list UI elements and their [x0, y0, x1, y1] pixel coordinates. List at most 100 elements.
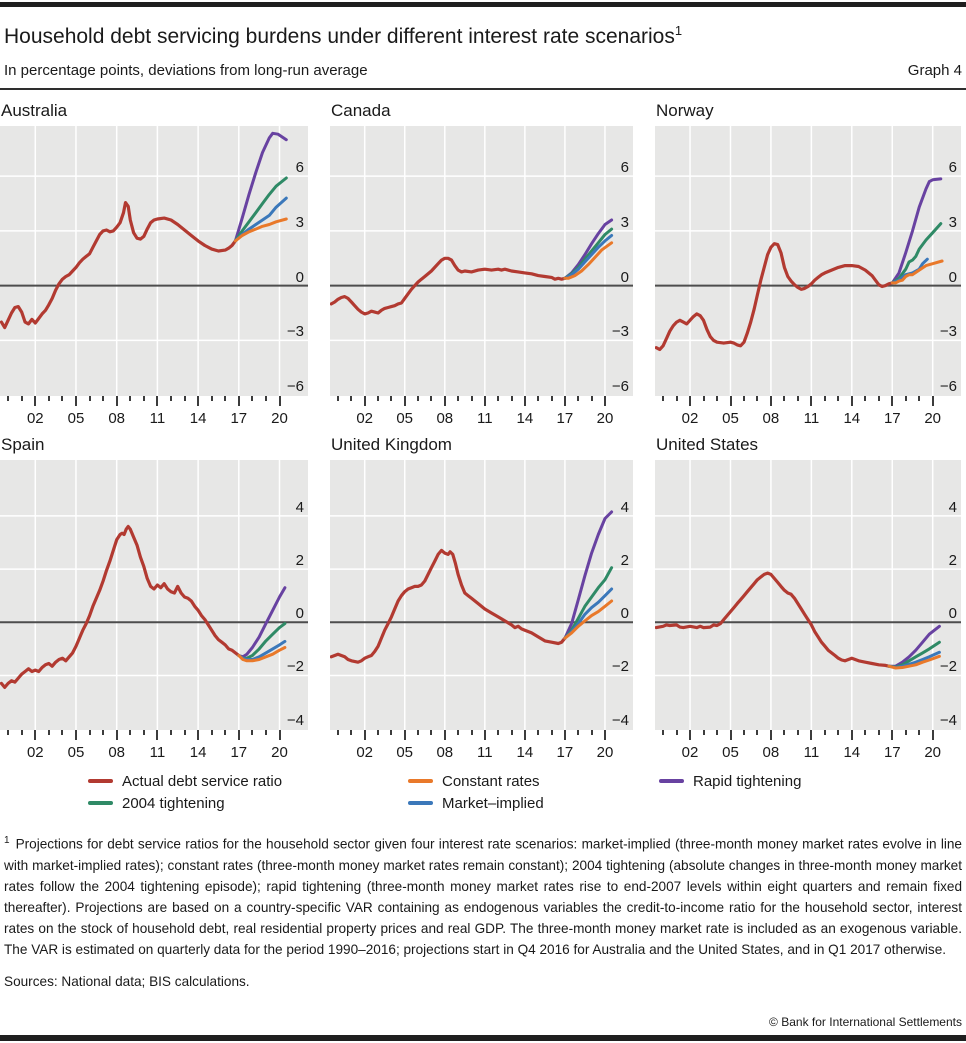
x-axis-minor-tick: [918, 730, 921, 735]
footnote: 1 Projections for debt service ratios for…: [4, 830, 962, 960]
x-axis-minor-tick: [702, 730, 705, 735]
x-axis-minor-tick: [756, 730, 759, 735]
x-axis-label: 20: [271, 410, 288, 427]
x-axis-minor-tick: [251, 730, 254, 735]
x-axis-tick-strip: [330, 730, 633, 743]
legend-column-2: Constant rates Market–implied: [408, 771, 659, 815]
chart-canvas: [0, 126, 308, 396]
x-axis-minor-tick: [550, 730, 553, 735]
x-axis-minor-tick: [417, 396, 420, 401]
x-axis-label: 08: [762, 410, 780, 427]
x-axis-minor-tick: [716, 730, 718, 735]
x-axis-minor-tick: [550, 396, 553, 401]
y-axis-label: −3: [939, 323, 957, 341]
y-axis-label: 2: [948, 552, 957, 570]
x-axis-major-tick: [850, 396, 853, 406]
x-axis-label: 08: [436, 744, 454, 761]
x-axis-minor-tick: [251, 396, 254, 401]
y-axis-label: −4: [611, 711, 629, 729]
series-line-actual: [330, 256, 567, 316]
panel-title-norway: Norway: [656, 101, 714, 120]
x-axis-major-tick: [563, 396, 566, 406]
x-axis-major-tick: [689, 396, 691, 406]
x-axis-minor-tick: [183, 396, 186, 401]
series-line-actual: [330, 548, 567, 664]
y-axis-label: 6: [295, 159, 304, 177]
x-axis-minor-tick: [577, 730, 580, 735]
y-axis-label: −2: [611, 658, 629, 676]
y-axis-label: −3: [286, 323, 304, 341]
x-axis-minor-tick: [783, 396, 786, 401]
x-axis-minor-tick: [918, 396, 921, 401]
page-title-text: Household debt servicing burdens under d…: [4, 25, 675, 48]
y-axis-label: 4: [948, 498, 957, 516]
x-axis-label: 14: [516, 744, 534, 761]
x-axis-major-tick: [403, 730, 406, 740]
series-line-constant: [563, 241, 614, 280]
series-line-t2004: [890, 222, 943, 285]
x-axis-minor-tick: [210, 730, 213, 735]
x-axis-major-tick: [769, 396, 772, 406]
x-axis-major-tick: [156, 730, 159, 740]
chart-canvas: [655, 460, 961, 730]
x-axis-major-tick: [729, 730, 732, 740]
x-axis-major-tick: [197, 396, 200, 406]
top-rule-bar: [0, 2, 966, 7]
x-axis-minor-tick: [457, 396, 460, 401]
series-line-t2004: [233, 176, 288, 243]
x-axis-major-tick: [75, 730, 77, 740]
x-axis-minor-tick: [377, 396, 380, 401]
x-axis-major-tick: [483, 396, 486, 406]
x-axis-minor-tick: [590, 396, 593, 401]
x-axis-minor-tick: [497, 730, 500, 735]
x-axis-major-tick: [156, 396, 159, 406]
x-axis-minor-tick: [537, 396, 540, 401]
legend-column-1: Actual debt service ratio 2004 tightenin…: [88, 771, 408, 815]
x-axis-minor-tick: [430, 396, 433, 401]
x-axis-minor-tick: [142, 396, 145, 401]
footnote-text: Projections for debt service ratios for …: [4, 836, 962, 957]
x-axis-minor-tick: [716, 396, 718, 401]
x-axis-label: 17: [556, 744, 574, 761]
x-axis-minor-tick: [743, 730, 745, 735]
x-axis-minor-tick: [47, 396, 50, 401]
y-axis-label: 2: [295, 552, 304, 570]
x-axis-minor-tick: [904, 730, 907, 735]
x-axis-labels: 02 05 08 11 14 17 20: [330, 743, 633, 762]
x-axis-label: 02: [681, 410, 699, 427]
x-axis-minor-tick: [470, 730, 473, 735]
x-axis-tick-strip: [655, 730, 961, 743]
x-axis-major-tick: [443, 396, 446, 406]
chart-legend: Actual debt service ratio 2004 tightenin…: [0, 771, 966, 815]
y-axis-label: 6: [620, 159, 629, 177]
series-line-rapid: [237, 586, 287, 659]
chart-panel-united-kingdom: United Kingdom 4 2 0 −2 −4 02 05 08 11 14 17 20: [330, 433, 633, 762]
y-axis-label: 0: [948, 268, 957, 286]
legend-item-2004-tightening: 2004 tightening: [88, 793, 408, 813]
x-axis-label: 17: [230, 744, 248, 761]
x-axis-label: 14: [516, 410, 534, 427]
x-axis-label: 11: [803, 410, 820, 427]
series-line-rapid: [233, 131, 288, 243]
series-line-actual: [655, 571, 891, 668]
legend-item-market-implied: Market–implied: [408, 793, 659, 813]
y-axis-label: 6: [948, 159, 957, 177]
x-axis-label: 11: [149, 744, 166, 761]
chart-grid: Australia 6 3 0 −3 −6 02 05 08 11 14 17 20 Canada 6 3 0−…: [0, 99, 961, 762]
x-axis-major-tick: [729, 396, 732, 406]
x-axis-minor-tick: [264, 730, 267, 735]
x-axis-minor-tick: [102, 730, 105, 735]
x-axis-major-tick: [604, 730, 606, 740]
plot-area: 4 2 0 −2 −4: [330, 460, 633, 730]
footnote-marker: 1: [4, 835, 10, 846]
y-axis-label: −3: [611, 323, 629, 341]
x-axis-label: 02: [26, 410, 44, 427]
series-line-market: [563, 234, 614, 280]
y-axis-label: −4: [939, 711, 957, 729]
legend-column-3: Rapid tightening: [659, 771, 801, 815]
y-axis-label: 0: [295, 268, 304, 286]
chart-panel-australia: Australia 6 3 0 −3 −6 02 05 08 11 14 17 20: [0, 99, 308, 428]
x-axis-minor-tick: [497, 396, 500, 401]
x-axis-minor-tick: [7, 730, 10, 735]
